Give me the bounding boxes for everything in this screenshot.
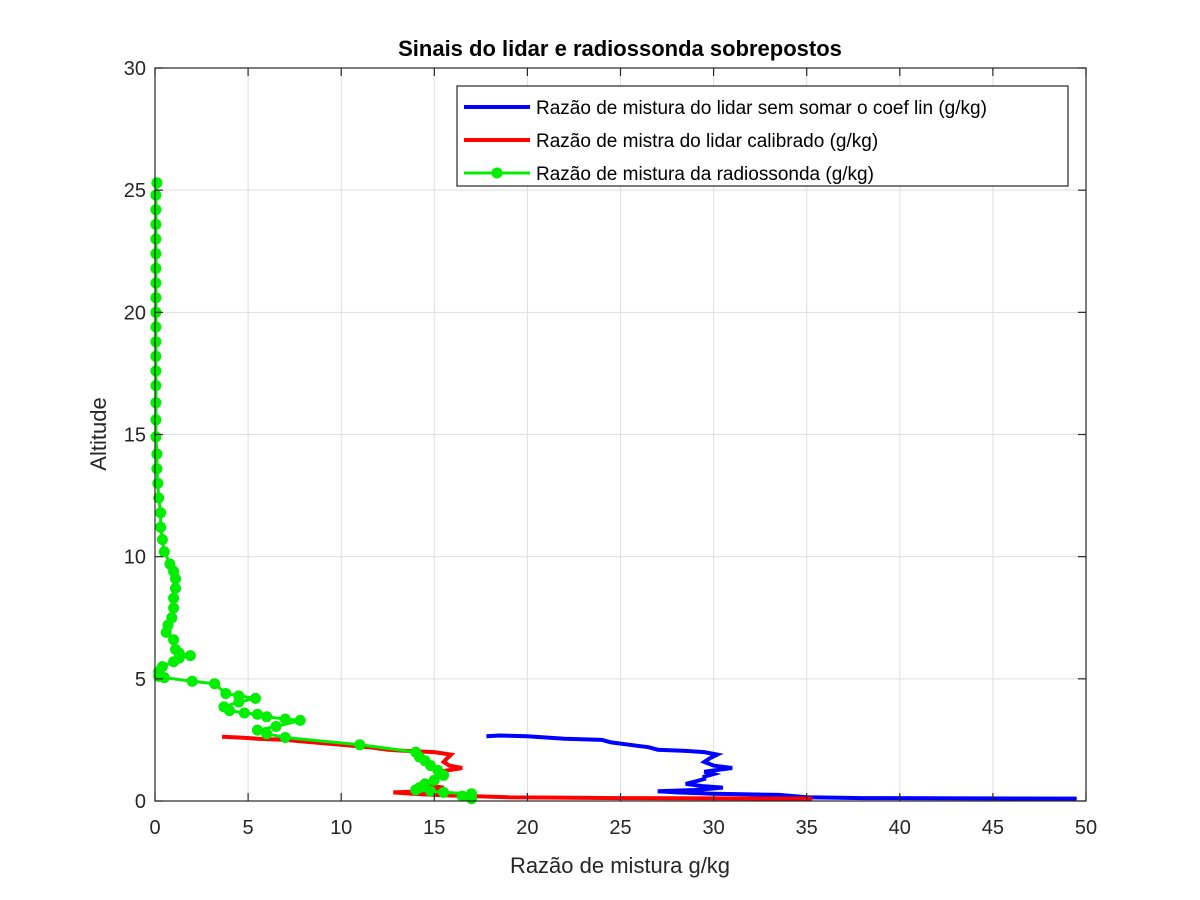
data-point [155, 521, 167, 533]
x-tick-label: 5 [243, 817, 254, 839]
x-tick-label: 0 [149, 817, 160, 839]
data-point [150, 397, 162, 409]
data-point [261, 728, 273, 740]
data-point [456, 790, 468, 802]
data-point [151, 463, 163, 475]
data-point [150, 321, 162, 333]
data-point [251, 724, 263, 736]
data-point [150, 277, 162, 289]
data-point [150, 431, 162, 443]
data-point [150, 350, 162, 362]
data-point [279, 713, 291, 725]
data-point [152, 477, 164, 489]
legend-entry-label: Razão de mistura da radiossonda (g/kg) [536, 164, 874, 185]
data-point [155, 507, 167, 519]
data-point [150, 336, 162, 348]
series-1 [486, 733, 1077, 801]
y-axis-label: Altitude [86, 397, 111, 470]
x-tick-label: 30 [702, 817, 724, 839]
y-tick-label: 10 [124, 547, 146, 569]
series-line-1 [486, 733, 1077, 801]
data-point [218, 701, 230, 713]
data-point [164, 558, 176, 570]
data-point [150, 189, 162, 201]
y-tick-label: 20 [124, 302, 146, 324]
data-point [158, 546, 170, 558]
y-tick-label: 0 [135, 791, 146, 813]
data-point [294, 714, 306, 726]
data-point [150, 292, 162, 304]
x-tick-label: 40 [889, 817, 911, 839]
data-point [233, 690, 245, 702]
data-point [354, 739, 366, 751]
data-point [428, 774, 440, 786]
data-point [238, 707, 250, 719]
data-point [168, 602, 180, 614]
data-point [220, 688, 232, 699]
ticks: 0 5 10 15 20 25 30 35 40 45 50 0 5 10 15 20 25 30 [124, 58, 1097, 839]
data-point [279, 732, 291, 743]
legend-entry-label: Razão de mistura do lidar sem somar o co… [536, 98, 987, 119]
y-tick-label: 30 [124, 58, 146, 80]
data-point [170, 644, 181, 655]
x-tick-label: 50 [1075, 817, 1097, 839]
x-axis-label: Razão de mistura g/kg [510, 853, 730, 878]
data-point [261, 711, 273, 723]
data-point [156, 534, 168, 546]
chart-title: Sinais do lidar e radiossonda sobreposto… [398, 36, 842, 61]
x-tick-label: 25 [609, 817, 631, 839]
legend: Razão de mistura do lidar sem somar o co… [456, 85, 1069, 187]
data-point [419, 778, 431, 790]
data-point [156, 661, 168, 673]
x-tick-label: 20 [516, 817, 538, 839]
data-point [209, 678, 221, 690]
x-tick-label: 45 [982, 817, 1004, 839]
data-point [150, 380, 162, 392]
data-point [150, 218, 162, 230]
x-tick-label: 10 [330, 817, 352, 839]
x-tick-label: 35 [796, 817, 818, 839]
data-point [250, 692, 261, 704]
data-point [186, 675, 198, 687]
data-point [438, 786, 450, 798]
data-point [153, 492, 165, 504]
data-point [466, 788, 477, 800]
legend-box [456, 85, 1069, 187]
data-point [168, 592, 180, 604]
data-point [166, 612, 178, 624]
data-point [170, 582, 181, 594]
y-tick-label: 25 [124, 180, 146, 202]
legend-entry-label: Razão de mistra do lidar calibrado (g/kg… [536, 131, 878, 152]
y-tick-label: 5 [135, 669, 146, 691]
data-point [151, 177, 163, 189]
legend-marker [491, 167, 503, 179]
x-tick-label: 15 [423, 817, 445, 839]
data-point [150, 204, 162, 216]
data-point [151, 448, 163, 460]
data-point [184, 650, 196, 662]
y-tick-label: 15 [124, 425, 146, 447]
data-point [150, 414, 162, 426]
data-point [150, 233, 162, 245]
data-point [150, 262, 162, 274]
data-point [410, 746, 422, 758]
data-point [168, 634, 180, 646]
data-point [150, 365, 162, 377]
data-point [150, 248, 162, 260]
data-point [251, 708, 263, 720]
data-point [270, 721, 282, 732]
